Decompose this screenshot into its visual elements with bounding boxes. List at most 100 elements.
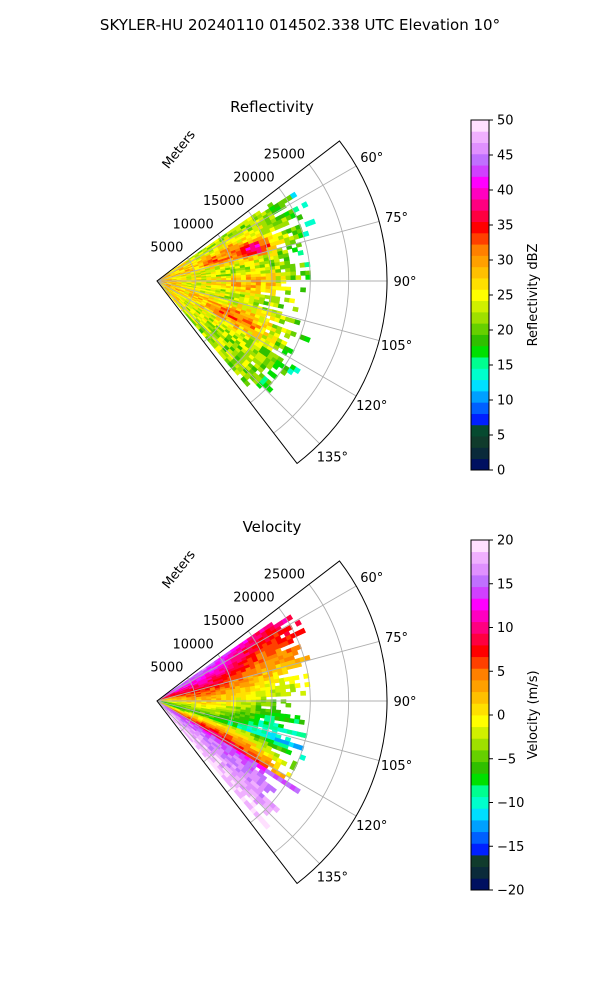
- range-tick-label: 5000: [150, 241, 183, 256]
- colorbar-tick-label: 35: [497, 219, 514, 234]
- data-cell: [287, 638, 295, 645]
- colorbar-swatch: [471, 221, 489, 234]
- range-tick-label: 25000: [264, 567, 305, 582]
- colorbar-swatch: [471, 289, 489, 302]
- data-cell: [280, 692, 287, 697]
- colorbar-tick-label: 25: [497, 289, 514, 304]
- azimuth-gridline: [156, 700, 320, 864]
- data-cell: [260, 693, 267, 698]
- colorbar-swatch: [471, 199, 489, 211]
- azimuth-tick-label: 105°: [381, 759, 412, 774]
- data-cell: [245, 277, 252, 281]
- colorbar-swatch: [471, 866, 489, 879]
- colorbar-swatch: [471, 278, 489, 290]
- figure-title: SKYLER-HU 20240110 014502.338 UTC Elevat…: [99, 16, 501, 34]
- colorbar-swatch: [471, 311, 489, 324]
- data-cell: [289, 191, 298, 200]
- colorbar-tick-label: 0: [497, 464, 505, 479]
- colorbar-tick-label: −20: [497, 884, 524, 899]
- data-cell: [255, 276, 262, 281]
- data-cell: [279, 203, 287, 211]
- data-cell: [294, 619, 302, 627]
- colorbar-swatch: [471, 855, 489, 868]
- range-axis-label: Meters: [160, 548, 199, 592]
- azimuth-tick-label: 120°: [356, 399, 387, 414]
- velocity-panel: Velocity 5000 10000 15000 20000 25000 Meters 60…: [0, 500, 600, 920]
- colorbar-swatch: [471, 656, 489, 669]
- colorbar-swatch: [471, 232, 489, 245]
- colorbar-swatch: [471, 334, 489, 347]
- polar-grid: [156, 164, 387, 444]
- colorbar-swatch: [471, 808, 489, 821]
- azimuth-tick-label: 90°: [393, 275, 416, 290]
- range-tick-label: 25000: [264, 147, 305, 162]
- data-cell: [280, 275, 287, 281]
- data-cell: [300, 287, 306, 293]
- range-tick-label: 10000: [172, 217, 213, 232]
- data-cell: [272, 805, 281, 814]
- colorbar-tick-label: 50: [497, 114, 514, 129]
- colorbar-tick-label: 15: [497, 577, 514, 592]
- chart-title: Velocity: [243, 518, 302, 536]
- colorbar-swatch: [471, 843, 489, 856]
- data-cell: [275, 286, 282, 291]
- data-cell: [275, 275, 282, 281]
- colorbar-swatch: [471, 563, 489, 576]
- colorbar-swatch: [471, 575, 489, 588]
- colorbar-swatch: [471, 738, 489, 751]
- data-cell: [265, 276, 272, 281]
- colorbar-swatch: [471, 390, 489, 403]
- azimuth-tick-label: 60°: [360, 151, 383, 166]
- data-cell: [284, 297, 291, 303]
- azimuth-gridline: [156, 585, 357, 702]
- colorbar-swatch: [471, 773, 489, 786]
- range-ring: [180, 677, 196, 732]
- data-cell: [278, 318, 286, 325]
- azimuth-gridline: [156, 280, 380, 341]
- data-cell: [275, 282, 282, 288]
- colorbar-swatch: [471, 586, 489, 599]
- colorbar-tick-label: 20: [497, 324, 514, 339]
- azimuth-tick-label: 105°: [381, 339, 412, 354]
- data-cell: [294, 319, 301, 326]
- data-cell: [290, 271, 297, 277]
- data-cell: [260, 702, 267, 707]
- colorbar-swatch: [471, 645, 489, 658]
- range-ring: [180, 257, 196, 312]
- colorbar-swatch: [471, 726, 489, 739]
- colorbar-swatch: [471, 266, 489, 279]
- colorbar-tick-label: −10: [497, 796, 524, 811]
- colorbar: 0 5 10 15 20 25 30 35 40 45 50 Reflectivity dBZ: [470, 114, 541, 479]
- data-cell: [265, 273, 272, 278]
- data-cell: [285, 691, 292, 697]
- data-cell: [285, 268, 291, 273]
- range-ring: [203, 654, 235, 763]
- azimuth-tick-label: 75°: [385, 631, 408, 646]
- colorbar-label: Velocity (m/s): [526, 670, 541, 759]
- azimuth-tick-label: 135°: [317, 450, 348, 465]
- azimuth-tick-label: 60°: [360, 571, 383, 586]
- data-cell: [275, 692, 282, 697]
- colorbar-swatch: [471, 300, 489, 313]
- colorbar-swatch: [471, 633, 489, 646]
- data-cell: [290, 275, 297, 280]
- data-cell: [272, 363, 280, 371]
- range-tick-label: 20000: [233, 171, 274, 186]
- data-cell: [293, 675, 300, 681]
- colorbar-tick-label: 30: [497, 254, 514, 269]
- range-ring: [273, 164, 350, 434]
- colorbar-swatch: [471, 379, 489, 392]
- data-cell: [280, 688, 287, 694]
- colorbar-swatch: [471, 255, 489, 268]
- data-cell: [259, 714, 266, 719]
- data-cell: [260, 696, 267, 701]
- data-cell: [288, 718, 296, 724]
- colorbar-swatch: [471, 244, 489, 256]
- range-tick-label: 10000: [172, 637, 213, 652]
- colorbar-swatch: [471, 680, 489, 693]
- data-cell: [279, 716, 286, 722]
- colorbar: −20 −15 −10 −5 0 5 10 15 20 Velocity (m/s): [470, 534, 541, 899]
- data-cell: [236, 277, 242, 281]
- data-cell: [297, 249, 304, 256]
- data-cell: [282, 220, 290, 227]
